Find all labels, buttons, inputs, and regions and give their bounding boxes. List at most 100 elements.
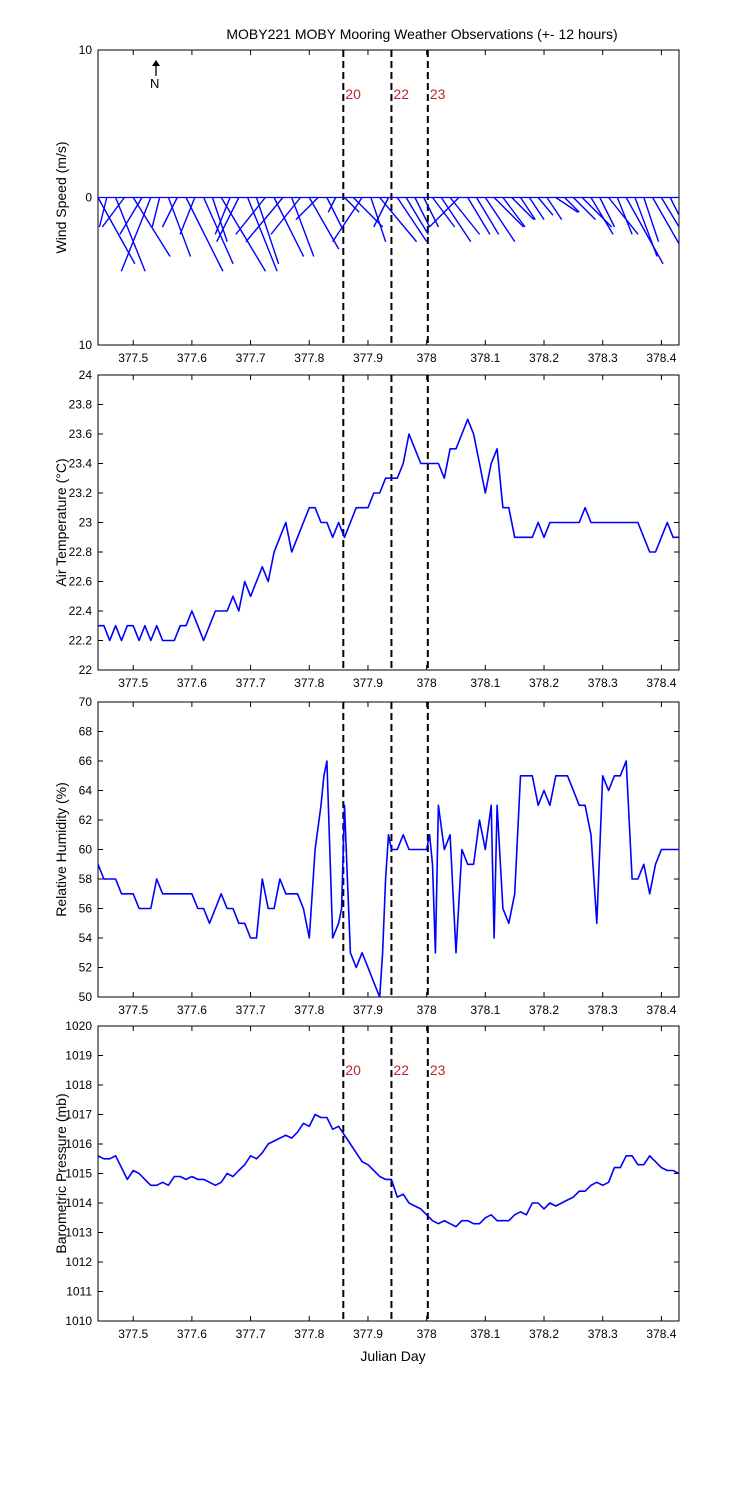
x-tick-label: 378.2 bbox=[529, 1327, 559, 1341]
wind-stick bbox=[528, 197, 545, 221]
wind-stick bbox=[291, 197, 315, 257]
y-tick-label: 1019 bbox=[65, 1049, 92, 1063]
wind-stick bbox=[185, 197, 224, 272]
x-tick-label: 377.5 bbox=[118, 1003, 148, 1017]
marker-label-23: 23 bbox=[430, 1062, 446, 1078]
wind-stick bbox=[616, 197, 633, 235]
wind-stick bbox=[484, 197, 516, 243]
y-tick-label: 23 bbox=[79, 516, 93, 530]
x-tick-label: 378.2 bbox=[529, 676, 559, 690]
wind-stick bbox=[475, 197, 500, 235]
wind-stick bbox=[564, 197, 580, 213]
wind-stick bbox=[555, 196, 579, 213]
wind-stick bbox=[669, 197, 679, 217]
x-tick-label: 377.9 bbox=[353, 351, 383, 365]
wind-stick bbox=[326, 197, 343, 228]
x-tick-label: 378.4 bbox=[646, 351, 676, 365]
x-tick-label: 377.8 bbox=[294, 676, 324, 690]
y-tick-label: 0 bbox=[85, 191, 92, 205]
panels: 377.5 377.6 377.7 377.8 377.9 378 378.1 378.2 37… bbox=[53, 43, 680, 1341]
wind-stick bbox=[151, 197, 161, 228]
y-tick-label: 23.8 bbox=[69, 398, 93, 412]
marker-label-22: 22 bbox=[393, 86, 409, 102]
wind-stick bbox=[101, 197, 125, 228]
y-tick-label: 52 bbox=[79, 961, 93, 975]
wind-stick bbox=[120, 197, 152, 272]
wind-stick bbox=[343, 197, 360, 213]
wind-stick bbox=[220, 197, 267, 272]
x-tick-label: 377.9 bbox=[353, 1003, 383, 1017]
y-tick-label: 22.2 bbox=[69, 634, 93, 648]
wind-stick bbox=[467, 197, 491, 235]
wind-stick bbox=[202, 197, 234, 265]
x-tick-label: 377.8 bbox=[294, 1327, 324, 1341]
wind-stick bbox=[379, 197, 418, 243]
x-tick-label: 377.6 bbox=[177, 1003, 207, 1017]
north-arrow-icon bbox=[152, 60, 160, 66]
x-tick-label: 378.3 bbox=[588, 1327, 618, 1341]
wind-stick bbox=[216, 197, 240, 243]
wind-stick bbox=[214, 197, 231, 235]
panel-4: 377.5 377.6 377.7 377.8 377.9 378 378.1 378.2 37… bbox=[53, 1019, 680, 1341]
wind-stick bbox=[114, 197, 146, 272]
wind-stick bbox=[449, 197, 481, 235]
marker-label-22: 22 bbox=[393, 1062, 409, 1078]
wind-stick bbox=[660, 197, 679, 229]
y-tick-label: 50 bbox=[79, 990, 93, 1004]
series-line bbox=[98, 418, 679, 642]
y-tick-label: 1018 bbox=[65, 1078, 92, 1092]
y-tick-label: 56 bbox=[79, 902, 93, 916]
wind-stick bbox=[98, 197, 108, 228]
x-tick-label: 378 bbox=[417, 1003, 437, 1017]
x-tick-label: 377.9 bbox=[353, 1327, 383, 1341]
north-label: N bbox=[150, 76, 159, 91]
y-tick-label: 22.8 bbox=[69, 545, 93, 559]
x-tick-label: 378.2 bbox=[529, 1003, 559, 1017]
panel-3: 377.5 377.6 377.7 377.8 377.9 378 378.1 378.2 37… bbox=[53, 695, 680, 1017]
x-axis-label: Julian Day bbox=[360, 1348, 425, 1364]
wind-stick bbox=[608, 197, 639, 235]
y-axis-label: Wind Speed (m/s) bbox=[53, 141, 69, 253]
wind-stick bbox=[581, 197, 613, 228]
wind-stick bbox=[352, 197, 384, 228]
series-line bbox=[98, 760, 679, 997]
x-tick-label: 377.8 bbox=[294, 351, 324, 365]
x-tick-label: 377.8 bbox=[294, 1003, 324, 1017]
x-tick-label: 377.9 bbox=[353, 676, 383, 690]
y-tick-label: 22.6 bbox=[69, 575, 93, 589]
y-tick-label: 1015 bbox=[65, 1167, 92, 1181]
y-tick-label: 70 bbox=[79, 695, 93, 709]
x-tick-label: 378.3 bbox=[588, 351, 618, 365]
x-tick-label: 377.7 bbox=[236, 1003, 266, 1017]
y-tick-label: 1014 bbox=[65, 1196, 92, 1210]
y-tick-label: 64 bbox=[79, 784, 93, 798]
wind-stick bbox=[546, 197, 563, 221]
wind-stick bbox=[590, 197, 614, 235]
x-tick-label: 377.5 bbox=[118, 676, 148, 690]
x-tick-label: 378.4 bbox=[646, 676, 676, 690]
y-tick-label: 23.4 bbox=[69, 457, 93, 471]
wind-stick bbox=[423, 197, 440, 228]
x-tick-label: 378.3 bbox=[588, 1003, 618, 1017]
y-tick-label: 1013 bbox=[65, 1226, 92, 1240]
wind-stick bbox=[295, 197, 319, 221]
wind-stick bbox=[414, 197, 431, 228]
wind-stick bbox=[132, 197, 171, 257]
wind-stick bbox=[119, 197, 143, 235]
y-tick-label: 62 bbox=[79, 813, 93, 827]
y-tick-label: 58 bbox=[79, 872, 93, 886]
x-tick-label: 378.2 bbox=[529, 351, 559, 365]
y-tick-label: 60 bbox=[79, 843, 93, 857]
wind-stick bbox=[235, 197, 266, 235]
y-tick-label: 68 bbox=[79, 725, 93, 739]
y-axis-label: Air Temperature (°C) bbox=[53, 458, 69, 586]
wind-stick bbox=[651, 197, 679, 246]
wind-stick bbox=[245, 197, 284, 243]
wind-stick bbox=[572, 197, 596, 221]
x-tick-label: 378.3 bbox=[588, 676, 618, 690]
x-tick-label: 377.5 bbox=[118, 351, 148, 365]
figure-title: MOBY221 MOBY Mooring Weather Observation… bbox=[226, 26, 617, 42]
wind-stick bbox=[332, 197, 363, 243]
north-arrow: N bbox=[150, 60, 160, 91]
